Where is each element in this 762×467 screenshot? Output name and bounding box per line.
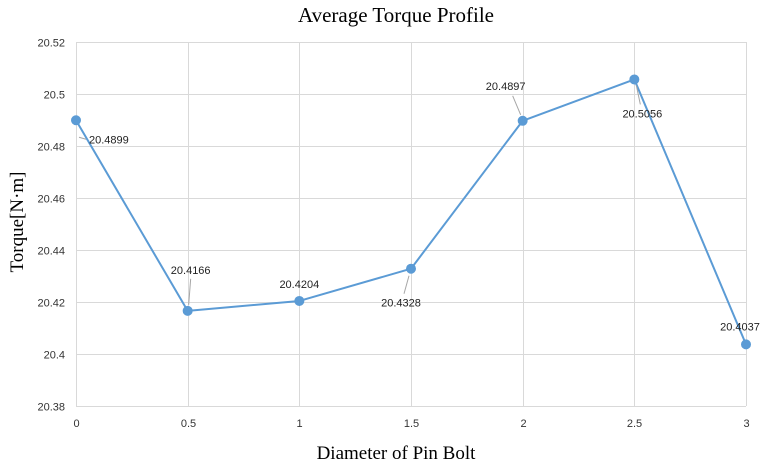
data-label: 20.4166 (171, 265, 211, 277)
y-tick-label: 20.42 (37, 298, 65, 310)
data-point (71, 115, 81, 126)
data-label-leader (188, 278, 192, 305)
data-label-leader (78, 136, 87, 140)
y-axis-ticks: 20.38 20.4 20.42 20.44 20.46 20.48 20.5 20.52 (37, 38, 65, 414)
data-label: 20.5056 (622, 108, 662, 120)
data-label: 20.4037 (720, 321, 760, 333)
data-label: 20.4897 (486, 81, 526, 93)
x-tick-label: 1 (296, 418, 302, 430)
data-label-leader (512, 95, 522, 115)
y-tick-label: 20.48 (37, 142, 65, 154)
x-tick-label: 3 (743, 418, 749, 430)
y-tick-label: 20.4 (44, 350, 65, 362)
series-torque (71, 74, 751, 350)
y-tick-label: 20.52 (37, 38, 65, 50)
data-point (629, 74, 640, 85)
data-point (406, 263, 416, 274)
y-tick-label: 20.46 (37, 194, 65, 206)
chart-title: Average Torque Profile (298, 3, 494, 27)
y-tick-label: 20.44 (37, 246, 65, 258)
y-tick-label: 20.5 (44, 90, 65, 102)
x-axis-title: Diameter of Pin Bolt (317, 443, 477, 464)
data-point (741, 339, 751, 350)
data-label-leader (635, 85, 641, 105)
data-labels: 20.4899 20.4166 20.4204 20.4328 20.4897 20.50… (78, 81, 760, 333)
data-label: 20.4899 (89, 134, 129, 146)
data-label: 20.4328 (381, 298, 421, 310)
data-point (182, 305, 193, 316)
data-point (294, 295, 305, 306)
gridlines (76, 42, 747, 407)
x-tick-label: 2.5 (627, 418, 642, 430)
x-tick-label: 2 (520, 418, 526, 430)
data-point (517, 115, 528, 126)
x-tick-label: 1.5 (404, 418, 419, 430)
x-tick-label: 0 (73, 418, 79, 430)
x-axis-ticks: 0 0.5 1 1.5 2 2.5 3 (73, 418, 749, 430)
y-tick-label: 20.38 (37, 402, 65, 414)
y-axis-title: Torque[N·m] (7, 171, 28, 272)
data-label-leader (403, 275, 410, 294)
x-tick-label: 0.5 (181, 418, 196, 430)
data-label: 20.4204 (279, 279, 319, 291)
